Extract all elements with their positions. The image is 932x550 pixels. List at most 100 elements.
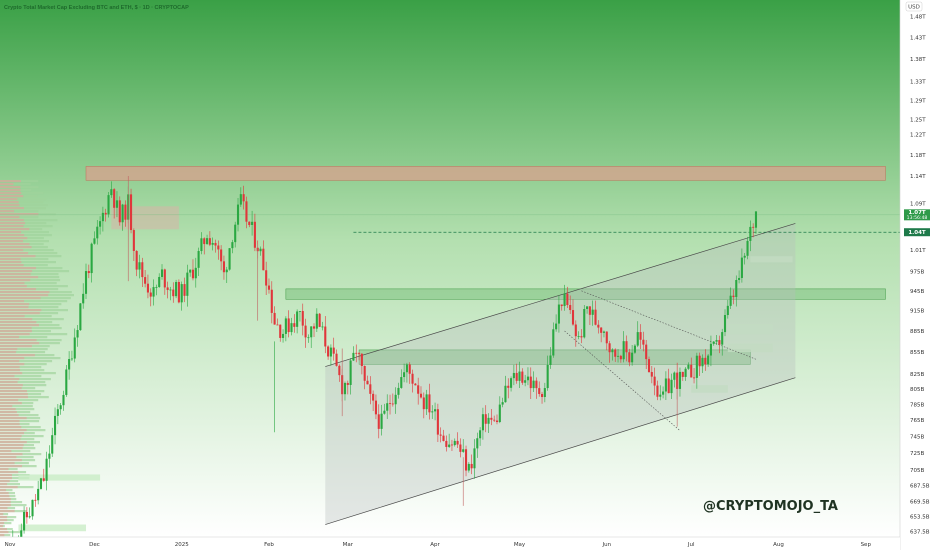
volume-profile-bar [0, 282, 57, 285]
dashed-level-tag [904, 228, 930, 237]
volume-profile-bar-sell [0, 234, 25, 237]
x-axis-panel[interactable] [0, 537, 900, 550]
volume-profile-bar [0, 369, 45, 372]
candle-up [298, 311, 301, 312]
order-block [750, 256, 793, 263]
volume-profile-bar-sell [0, 459, 22, 462]
y-tick-label: 1.25T [910, 118, 926, 124]
y-axis-panel[interactable] [900, 0, 932, 550]
candle-down [177, 281, 180, 303]
volume-profile-bar-sell [0, 498, 11, 501]
y-tick-label: 1.01T [910, 248, 926, 254]
volume-profile-bar-sell [0, 489, 7, 492]
volume-profile-bar-sell [0, 411, 17, 414]
volume-profile-bar-sell [0, 324, 39, 327]
chart-background [0, 0, 900, 537]
y-tick-label: 915B [910, 309, 924, 315]
volume-profile-bar-sell [0, 201, 19, 204]
volume-profile-bar-sell [0, 450, 12, 453]
candle-up [591, 309, 594, 315]
x-tick-label: May [514, 542, 526, 548]
candle-down [312, 326, 316, 329]
currency-badge[interactable] [905, 1, 923, 12]
candle-down [132, 230, 135, 251]
candle-down [650, 372, 653, 377]
candle-down [560, 304, 563, 307]
volume-profile-bar-sell [0, 414, 19, 417]
volume-profile-bar-sell [0, 270, 33, 273]
volume-profile-bar-sell [0, 336, 20, 339]
volume-profile-bar [0, 234, 52, 237]
volume-profile-bar-sell [0, 444, 24, 447]
candle-up [186, 272, 189, 296]
volume-profile-bar-sell [0, 474, 12, 477]
volume-profile-bar [0, 381, 46, 384]
volume-profile-bar-sell [0, 333, 30, 336]
volume-profile-bar-sell [0, 528, 7, 531]
order-block [691, 385, 728, 393]
y-tick-label: 1.38T [910, 57, 926, 63]
candle-up [251, 221, 254, 225]
candle-down [619, 355, 622, 360]
volume-profile-bar-sell [0, 192, 22, 195]
volume-profile-bar-sell [0, 345, 32, 348]
candle-down [267, 285, 271, 290]
candle-down [279, 324, 282, 338]
candle-up [169, 289, 172, 291]
volume-profile-bar [0, 408, 35, 411]
volume-profile-bar [0, 531, 22, 534]
candle-up [349, 360, 352, 385]
candle-down [692, 377, 696, 379]
candle-up [315, 313, 318, 329]
volume-profile-bar-sell [0, 279, 31, 282]
candle-up [740, 257, 743, 278]
volume-profile-bar-sell [0, 420, 20, 423]
y-tick-label: 765B [910, 418, 924, 424]
y-tick-label: 855B [910, 350, 924, 356]
volume-profile-bar-sell [0, 378, 20, 381]
candle-up [504, 385, 507, 403]
candle-down [262, 248, 265, 271]
candle-up [726, 305, 729, 316]
volume-profile-bar-sell [0, 195, 24, 198]
candle-up [602, 331, 606, 333]
candle-up [510, 378, 513, 388]
candle-down [698, 355, 701, 367]
candle-down [304, 325, 307, 338]
candle-down [690, 364, 693, 378]
candle-up [670, 379, 673, 394]
candle-down [360, 353, 363, 366]
candle-down [346, 382, 349, 385]
volume-profile-bar-sell [0, 306, 29, 309]
volume-profile-bar-sell [0, 303, 30, 306]
candle-up [225, 269, 228, 273]
candle-down [515, 372, 518, 381]
wedge-lower-line [564, 330, 681, 431]
volume-profile-bar-sell [0, 393, 28, 396]
volume-profile-bar-sell [0, 240, 24, 243]
candle-down [445, 440, 448, 447]
candle-up [754, 211, 758, 228]
volume-profile-bar [0, 456, 34, 459]
candle-down [25, 511, 28, 518]
volume-profile-bar-sell [0, 327, 32, 330]
volume-profile [0, 180, 74, 537]
y-tick-label: 1.29T [910, 98, 926, 104]
y-tick-label: 669.5B [910, 500, 930, 506]
candle-up [586, 306, 589, 310]
volume-profile-bar-sell [0, 468, 9, 471]
volume-profile-bar-sell [0, 318, 33, 321]
volume-profile-bar-sell [0, 531, 9, 534]
volume-profile-bar-sell [0, 477, 12, 480]
volume-profile-bar-sell [0, 321, 37, 324]
volume-profile-bar-sell [0, 381, 18, 384]
candle-down [391, 403, 394, 405]
candle-up [467, 463, 470, 471]
candle-down [540, 393, 544, 398]
candle-up [62, 394, 65, 406]
volume-profile-bar-sell [0, 315, 25, 318]
candle-down [439, 434, 442, 436]
candle-down [456, 440, 459, 445]
volume-profile-bar-sell [0, 291, 50, 294]
